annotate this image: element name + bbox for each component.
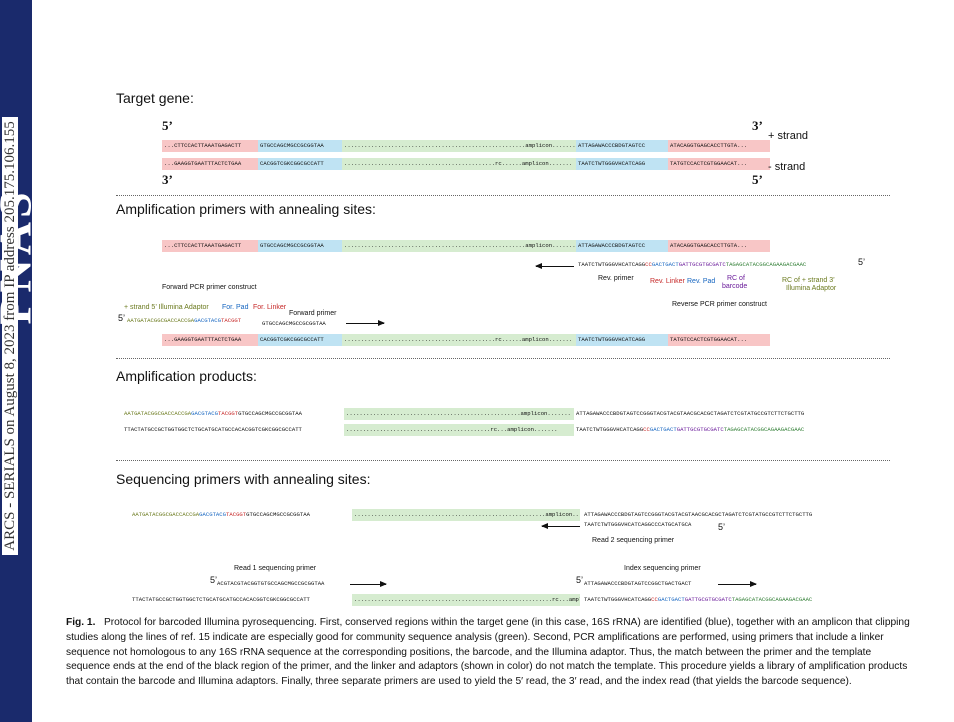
read1-primer-sequence: ACGTACGTACGGTGTGCCAGCMGCCGCGGTAA: [217, 580, 325, 587]
index-5prime: 5’: [576, 575, 584, 585]
rc-adaptor-label-1: RC of + strand 3’: [782, 277, 835, 284]
reverse-primer-arrow: [535, 263, 574, 269]
read1-arrow: [350, 581, 387, 587]
seq-template-plus-5prime: AATGATACGGCGACCACCGAGACGTACGTACGGTGTGCCA…: [132, 511, 310, 518]
product-plus-5prime: AATGATACGGCGACCACCGAGACGTACGTACGGTGTGCCA…: [124, 410, 302, 417]
product-minus-3prime: TTACTATGCCGCTGGTGGCTCTGCATGCATGCCACACGGT…: [124, 426, 302, 433]
product-minus-5prime: TAATCTWTGGGVHCATCAGGCCGACTGACTGATTGCGTGC…: [576, 426, 805, 433]
plus-strand-label: + strand: [768, 130, 809, 142]
section-title-amp-primers: Amplification primers with annealing sit…: [116, 201, 376, 217]
fwd-pad-label: For. Pad: [222, 304, 249, 311]
seq-template-plus: AATGATACGGCGACCACCGAGACGTACGTACGGTGTGCCA…: [132, 509, 872, 521]
read2-primer-sequence: TAATCTWTGGGVHCATCAGGCCCATGCATGCA: [584, 521, 692, 528]
divider: [116, 195, 890, 196]
seq-segment: ........................................…: [352, 594, 580, 606]
reverse-primer-5prime: 5’: [858, 257, 866, 267]
rev-pad-label: Rev. Pad: [687, 278, 716, 285]
rc-barcode-label-1: RC of: [727, 275, 745, 282]
template-minus-strand: ...GAAGGTGAATTTACTCTGAA CACGGTCGKCGGCGCC…: [162, 334, 770, 346]
section-title-target: Target gene:: [116, 90, 194, 106]
caption-text: Protocol for barcoded Illumina pyroseque…: [66, 617, 910, 688]
seq-segment: ATACAGGTGAGCACCTTGTA...: [668, 240, 770, 252]
seq-segment: TAATCTWTGGGVHCATCAGG: [576, 334, 670, 346]
seq-segment: CACGGTCGKCGGCGCCATT: [258, 158, 344, 170]
seq-segment: TATGTCCACTCGTGGAACAT...: [668, 158, 770, 170]
seq-segment: ...CTTCCACTTAAATGAGACTT: [162, 140, 260, 152]
forward-primer-sequence: GTGCCAGCMGCCGCGGTAA: [262, 320, 326, 327]
seq-segment: CACGGTCGKCGGCGCCATT: [258, 334, 344, 346]
figure: Target gene: 5’ 3’ + strand ...CTTCCACTT…: [32, 0, 954, 722]
index-arrow: [718, 581, 757, 587]
index-label: Index sequencing primer: [624, 565, 701, 572]
seq-template-minus-5prime: TAATCTWTGGGVHCATCAGGCCGACTGACTGATTGCGTGC…: [584, 596, 813, 603]
reverse-construct-label: Reverse PCR primer construct: [672, 301, 767, 308]
read2-label: Read 2 sequencing primer: [592, 537, 675, 544]
section-title-seq-primers: Sequencing primers with annealing sites:: [116, 471, 371, 487]
seq-segment: GTGCCAGCMGCCGCGGTAA: [258, 140, 344, 152]
seq-template-minus-3prime: TTACTATGCCGCTGGTGGCTCTGCATGCATGCCACACGGT…: [132, 596, 310, 603]
seq-segment: ...CTTCCACTTAAATGAGACTT: [162, 240, 260, 252]
journal-sidebar: PNAS ARCS - SERIALS on August 8, 2023 fr…: [0, 0, 32, 722]
divider: [116, 358, 890, 359]
read2-arrow: [541, 523, 580, 529]
figure-caption: Fig. 1. Protocol for barcoded Illumina p…: [66, 616, 916, 690]
rev-primer-label: Rev. primer: [598, 275, 634, 282]
seq-segment: ........................................…: [342, 240, 578, 252]
target-plus-strand: ...CTTCCACTTAAATGAGACTT GTGCCAGCMGCCGCGG…: [162, 140, 770, 152]
three-prime-top: 3’: [752, 118, 763, 133]
forward-construct-label: Forward PCR primer construct: [162, 284, 257, 291]
seq-segment: GTGCCAGCMGCCGCGGTAA: [258, 240, 344, 252]
seq-segment: ATTAGAWACCCBDGTAGTCC: [576, 140, 670, 152]
product-minus-strand: TTACTATGCCGCTGGTGGCTCTGCATGCATGCCACACGGT…: [124, 424, 864, 436]
fwd-adaptor-label: + strand 5’ Illumina Adaptor: [124, 304, 209, 311]
seq-segment: ...GAAGGTGAATTTACTCTGAA: [162, 158, 260, 170]
seq-segment: ........................................…: [344, 408, 574, 420]
seq-segment: ........................................…: [342, 334, 578, 346]
product-plus-strand: AATGATACGGCGACCACCGAGACGTACGTACGGTGTGCCA…: [124, 408, 864, 420]
three-prime-bottom: 3’: [162, 172, 173, 187]
minus-strand-label: - strand: [768, 161, 806, 173]
download-note: ARCS - SERIALS on August 8, 2023 from IP…: [0, 0, 26, 686]
seq-segment: TATGTCCACTCGTGGAACAT...: [668, 334, 770, 346]
five-prime-bottom: 5’: [752, 172, 763, 187]
forward-primer-construct: AATGATACGGCGACCACCGAGACGTACGTACGGT: [127, 317, 242, 324]
seq-segment: ATTAGAWACCCBDGTAGTCC: [576, 240, 670, 252]
fwd-primer-label: Forward primer: [289, 310, 337, 317]
forward-primer-arrow: [346, 320, 385, 326]
seq-segment: ATACAGGTGAGCACCTTGTA...: [668, 140, 770, 152]
forward-primer-5prime: 5’: [118, 313, 126, 323]
product-plus-3prime: ATTAGAWACCCBDGTAGTCCGGGTACGTACGTAACGCACG…: [576, 410, 805, 417]
seq-segment: ...GAAGGTGAATTTACTCTGAA: [162, 334, 260, 346]
read1-label: Read 1 sequencing primer: [234, 565, 317, 572]
seq-template-minus: TTACTATGCCGCTGGTGGCTCTGCATGCATGCCACACGGT…: [132, 594, 872, 606]
seq-segment: ........................................…: [344, 424, 574, 436]
seq-segment: TAATCTWTGGGVHCATCAGG: [576, 158, 670, 170]
figure-number: Fig. 1.: [66, 617, 96, 628]
read1-5prime: 5’: [210, 575, 218, 585]
template-plus-strand: ...CTTCCACTTAAATGAGACTT GTGCCAGCMGCCGCGG…: [162, 240, 770, 252]
rev-linker-label: Rev. Linker: [650, 278, 685, 285]
seq-segment: ........................................…: [342, 158, 578, 170]
seq-segment: ........................................…: [342, 140, 578, 152]
seq-template-plus-3prime: ATTAGAWACCCBDGTAGTCCGGGTACGTACGTAACGCACG…: [584, 511, 813, 518]
section-title-amp-products: Amplification products:: [116, 368, 257, 384]
index-primer-sequence: ATTAGAWACCCBDGTAGTCCGGCTGACTGACT: [584, 580, 692, 587]
fwd-linker-label: For. Linker: [253, 304, 287, 311]
seq-segment: ........................................…: [352, 509, 580, 521]
rc-barcode-label-2: barcode: [722, 283, 748, 290]
read2-5prime: 5’: [718, 522, 726, 532]
rc-adaptor-label-2: Illumina Adaptor: [786, 285, 837, 292]
divider: [116, 460, 890, 461]
reverse-primer-construct: TAATCTWTGGGVHCATCAGGCCGACTGACTGATTGCGTGC…: [578, 261, 807, 268]
target-minus-strand: ...GAAGGTGAATTTACTCTGAA CACGGTCGKCGGCGCC…: [162, 158, 770, 170]
five-prime-top: 5’: [162, 118, 173, 133]
